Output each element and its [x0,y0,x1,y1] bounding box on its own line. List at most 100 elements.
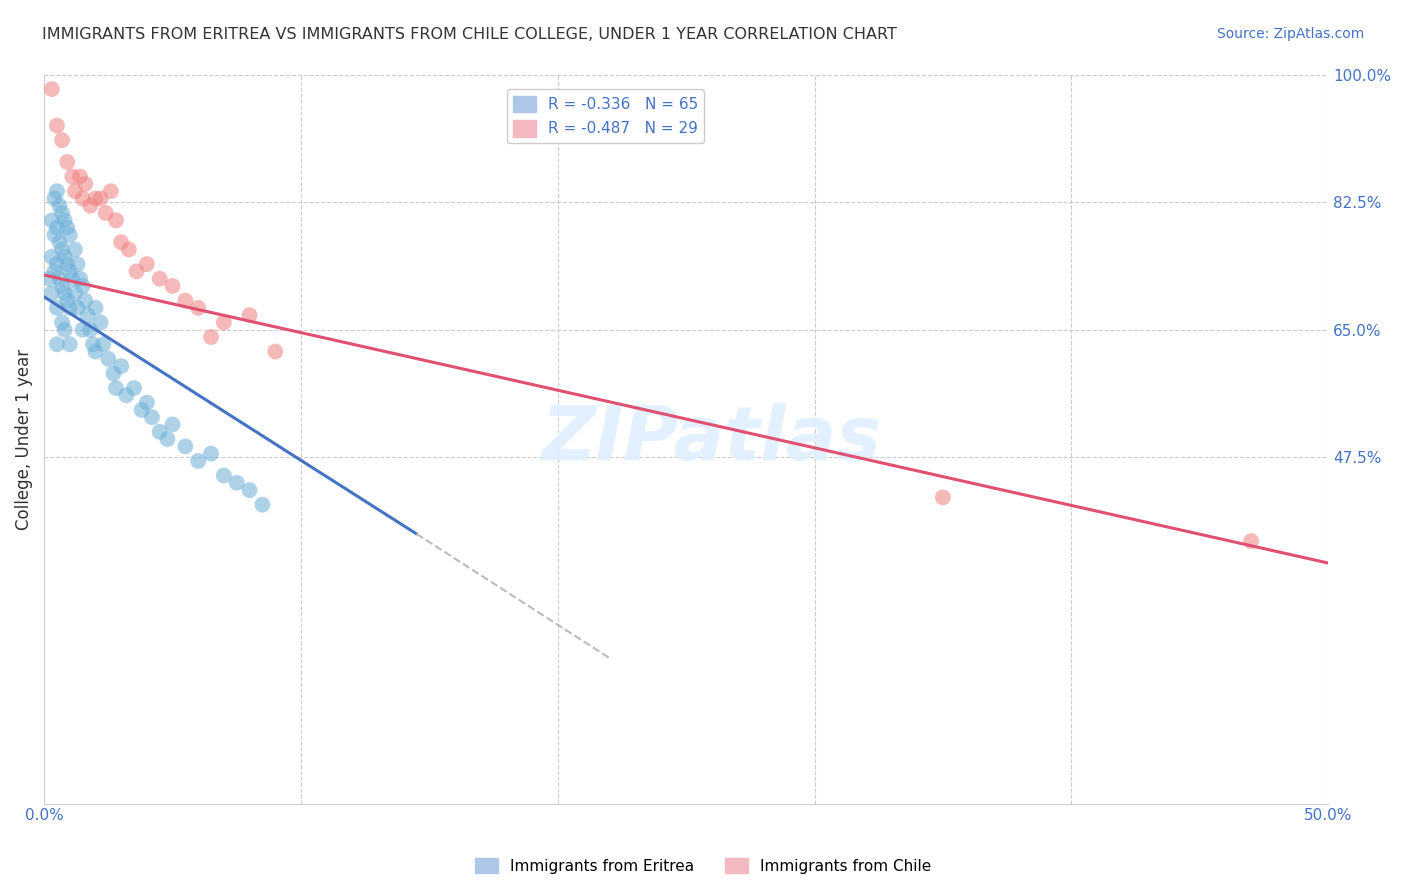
Point [76,308,98,322]
Point [44,191,66,205]
Point [69,271,91,285]
Point [63,286,86,301]
Point [212,315,235,329]
Point [174,439,197,453]
Point [48,235,70,250]
Point [200,447,222,461]
Point [46,301,69,315]
Point [115,388,138,402]
Text: IMMIGRANTS FROM ERITREA VS IMMIGRANTS FROM CHILE COLLEGE, UNDER 1 YEAR CORRELATI: IMMIGRANTS FROM ERITREA VS IMMIGRANTS FR… [42,27,897,42]
Point [141,410,163,425]
Point [41,286,63,301]
Point [59,301,82,315]
Point [105,213,128,227]
Point [72,191,94,205]
Point [264,344,287,359]
Point [66,257,89,271]
Point [200,330,222,344]
Point [103,367,125,381]
Point [94,206,117,220]
Point [82,337,104,351]
Point [59,337,82,351]
Point [125,264,148,278]
Point [66,301,89,315]
Point [59,227,82,242]
Point [46,257,69,271]
Point [53,323,76,337]
Point [41,82,63,96]
Point [51,315,73,329]
Point [238,308,260,322]
Point [212,468,235,483]
Point [84,191,107,205]
Point [131,403,153,417]
Point [187,301,209,315]
Point [72,323,94,337]
Point [44,264,66,278]
Point [59,264,82,278]
Point [75,293,97,308]
Point [110,235,132,250]
Point [187,454,209,468]
Point [63,243,86,257]
Point [162,279,184,293]
Point [46,119,69,133]
Point [56,220,79,235]
Point [90,315,112,329]
Point [53,213,76,227]
Point [56,257,79,271]
Text: ZIPatlas: ZIPatlas [541,402,882,475]
Point [97,351,120,366]
Point [41,250,63,264]
Point [51,279,73,293]
Point [63,184,86,198]
Text: Source: ZipAtlas.com: Source: ZipAtlas.com [1216,27,1364,41]
Point [69,169,91,184]
Point [252,498,274,512]
Point [156,432,179,446]
Point [84,301,107,315]
Point [225,475,247,490]
Point [41,213,63,227]
Point [53,286,76,301]
Point [110,359,132,373]
Y-axis label: College, Under 1 year: College, Under 1 year [15,349,32,530]
Point [149,425,172,439]
Point [48,271,70,285]
Point [118,243,141,257]
Point [60,271,83,285]
Legend: R = -0.336   N = 65, R = -0.487   N = 29: R = -0.336 N = 65, R = -0.487 N = 29 [506,89,704,143]
Point [84,344,107,359]
Point [149,271,172,285]
Point [174,293,197,308]
Point [100,184,122,198]
Point [238,483,260,497]
Point [56,293,79,308]
Legend: Immigrants from Eritrea, Immigrants from Chile: Immigrants from Eritrea, Immigrants from… [468,852,938,880]
Point [46,220,69,235]
Point [46,184,69,198]
Point [72,279,94,293]
Point [135,257,157,271]
Point [90,191,112,205]
Point [51,206,73,220]
Point [48,199,70,213]
Point [44,227,66,242]
Point [135,395,157,409]
Point [53,250,76,264]
Point [79,199,101,213]
Point [105,381,128,395]
Point [162,417,184,432]
Point [91,337,114,351]
Point [38,271,60,285]
Point [51,133,73,147]
Point [1240,534,1263,549]
Point [60,169,83,184]
Point [56,155,79,169]
Point [51,243,73,257]
Point [932,491,955,505]
Point [79,323,101,337]
Point [75,177,97,191]
Point [122,381,145,395]
Point [46,337,69,351]
